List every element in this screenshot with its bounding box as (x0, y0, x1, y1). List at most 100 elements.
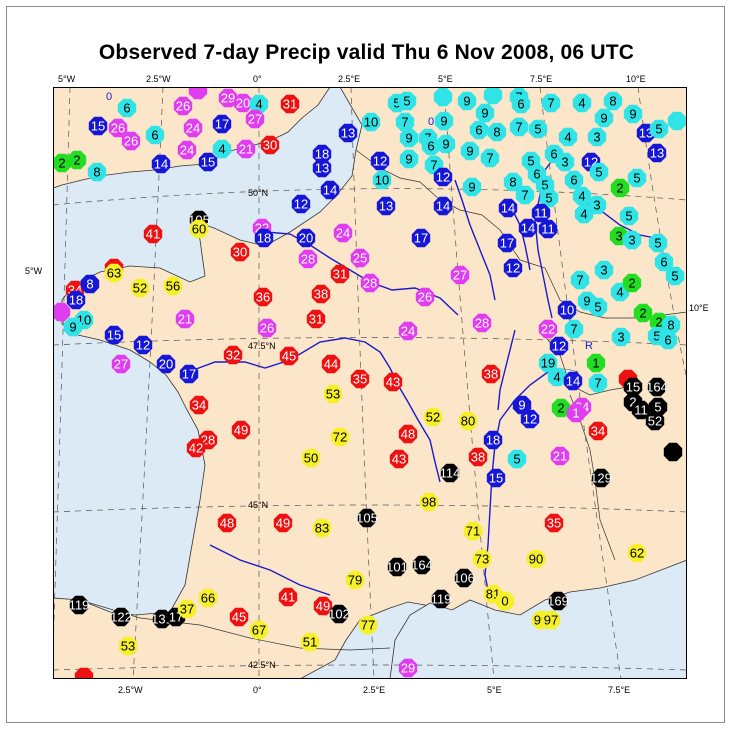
station-marker: 15 (486, 468, 506, 488)
station-marker: 27 (450, 265, 470, 285)
station-marker: 49 (231, 420, 251, 440)
station-value: 18 (486, 433, 500, 448)
station-value: 31 (309, 312, 323, 327)
station-value: 6 (517, 97, 524, 112)
station-octagon (472, 549, 492, 569)
station-marker: 35 (350, 369, 370, 389)
station-marker: 4 (547, 367, 567, 387)
station-octagon (357, 508, 377, 528)
station-marker: 8 (80, 274, 100, 294)
station-value: 13 (639, 126, 653, 141)
station-octagon (627, 168, 647, 188)
station-value: 3 (615, 229, 622, 244)
station-marker: 2 (622, 273, 642, 293)
precip-map: 6152626622814262920431241727244213015105… (53, 87, 687, 679)
station-marker: 114 (440, 463, 460, 483)
station-marker: 12 (291, 194, 311, 214)
station-value: 38 (471, 450, 485, 465)
station-marker: 3 (555, 152, 575, 172)
station-octagon (217, 513, 237, 533)
station-value: 52 (426, 410, 440, 425)
station-octagon (104, 325, 124, 345)
station-marker: 3 (594, 260, 614, 280)
station-octagon (273, 513, 293, 533)
station-octagon (528, 119, 548, 139)
lat-label-42_5n: 42.5°N (248, 660, 276, 670)
station-value: 14 (501, 201, 515, 216)
station-marker: 12 (133, 335, 153, 355)
station-octagon (399, 128, 419, 148)
station-value: 119 (431, 592, 452, 607)
station-octagon (338, 123, 358, 143)
station-value: 14 (323, 183, 337, 198)
station-octagon (495, 591, 515, 611)
lon-label-bottom-5e: 5°E (487, 685, 502, 695)
station-marker: 63 (104, 263, 124, 283)
station-marker: 52 (130, 278, 150, 298)
station-octagon (88, 116, 108, 136)
station-value: 24 (336, 226, 350, 241)
station-value: 8 (667, 318, 674, 333)
station-octagon (230, 242, 250, 262)
station-marker: 8 (503, 172, 523, 192)
station-marker: 11 (538, 219, 558, 239)
station-octagon (468, 447, 488, 467)
station-octagon (345, 570, 365, 590)
station-marker: 9 (457, 91, 477, 111)
station-marker: 18 (66, 290, 86, 310)
lon-label-top-10e: 10°E (626, 74, 646, 84)
lon-label-top-5w: 5°W (58, 74, 76, 84)
station-value: 3 (593, 198, 600, 213)
station-value: 5 (671, 269, 678, 284)
station-value: 29 (401, 661, 415, 676)
station-octagon (415, 287, 435, 307)
station-octagon (548, 591, 568, 611)
station-octagon (66, 290, 86, 310)
station-marker: 71 (463, 521, 483, 541)
station-octagon (111, 354, 131, 374)
station-octagon (279, 346, 299, 366)
station-value: 9 (583, 294, 590, 309)
station-octagon (538, 353, 558, 373)
station-value: 7 (570, 322, 577, 337)
station-value: 28 (363, 276, 377, 291)
station-value: 169 (547, 594, 569, 609)
station-value: 31 (333, 267, 347, 282)
station-value: 38 (484, 367, 498, 382)
station-value: 28 (301, 252, 315, 267)
station-value: 9 (466, 144, 473, 159)
map-letter-2: 0 (428, 116, 435, 128)
station-octagon (469, 120, 489, 140)
station-octagon (198, 588, 218, 608)
station-marker: 9 (434, 111, 454, 131)
station-octagon (236, 139, 256, 159)
station-value: 53 (121, 639, 135, 654)
station-marker: 50 (301, 448, 321, 468)
station-marker: 131 (151, 609, 173, 629)
station-marker (667, 111, 686, 131)
station-octagon (280, 94, 300, 114)
station-marker (74, 667, 94, 678)
station-marker: 9 (399, 128, 419, 148)
station-value: 15 (626, 380, 640, 395)
station-octagon (311, 284, 331, 304)
station-marker: 6 (564, 170, 584, 190)
station-marker: 2 (67, 150, 87, 170)
station-marker: 14 (433, 196, 453, 216)
station-value: 6 (550, 147, 557, 162)
station-value: 97 (544, 613, 558, 628)
station-value: 17 (215, 117, 229, 132)
station-octagon (54, 153, 72, 173)
station-value: 2 (629, 395, 636, 410)
station-marker: 169 (547, 591, 569, 611)
station-marker: 34 (588, 421, 608, 441)
station-marker: 52 (645, 411, 665, 431)
station-octagon (151, 154, 171, 174)
station-value: 53 (326, 387, 340, 402)
station-marker: 72 (330, 427, 350, 447)
station-octagon (647, 143, 667, 163)
station-value: 8 (86, 277, 93, 292)
station-value: 101 (386, 560, 408, 575)
station-octagon (63, 317, 83, 337)
station-marker: 2 (54, 153, 72, 173)
